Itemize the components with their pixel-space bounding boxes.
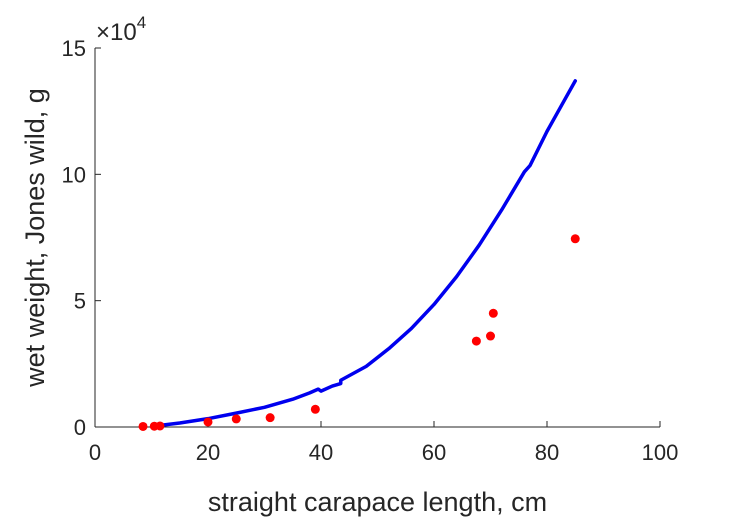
x-tick-label: 0	[89, 440, 101, 465]
x-tick-label: 40	[309, 440, 333, 465]
x-tick-label: 20	[196, 440, 220, 465]
y-axis-multiplier: ×104	[96, 13, 146, 46]
data-point	[471, 336, 481, 346]
y-tick-label: 5	[74, 289, 86, 314]
x-ticks: 0 20 40 60 80 100	[89, 421, 678, 465]
data-point	[310, 404, 320, 414]
data-point	[203, 417, 213, 427]
data-point	[570, 234, 580, 244]
data-point	[488, 308, 498, 318]
x-tick-label: 80	[535, 440, 559, 465]
x-axis-label: straight carapace length, cm	[208, 487, 547, 517]
data-point	[486, 331, 495, 341]
y-tick-label: 10	[62, 162, 86, 187]
data-point	[231, 414, 241, 424]
x-tick-label: 60	[422, 440, 446, 465]
series-layer	[138, 79, 580, 431]
y-axis-multiplier-exponent: 4	[137, 13, 146, 32]
data-point	[138, 421, 148, 431]
y-tick-label: 0	[74, 415, 86, 440]
fit-curve-line	[155, 79, 577, 428]
x-tick-label: 100	[642, 440, 679, 465]
y-ticks: 0 5 10 15	[62, 36, 101, 440]
y-tick-label: 15	[62, 36, 86, 61]
axes	[94, 48, 660, 428]
y-axis-label: wet weight, Jones wild, g	[20, 88, 50, 388]
data-point	[265, 413, 275, 423]
data-point	[155, 421, 165, 431]
y-axis-multiplier-base: ×10	[96, 19, 137, 46]
